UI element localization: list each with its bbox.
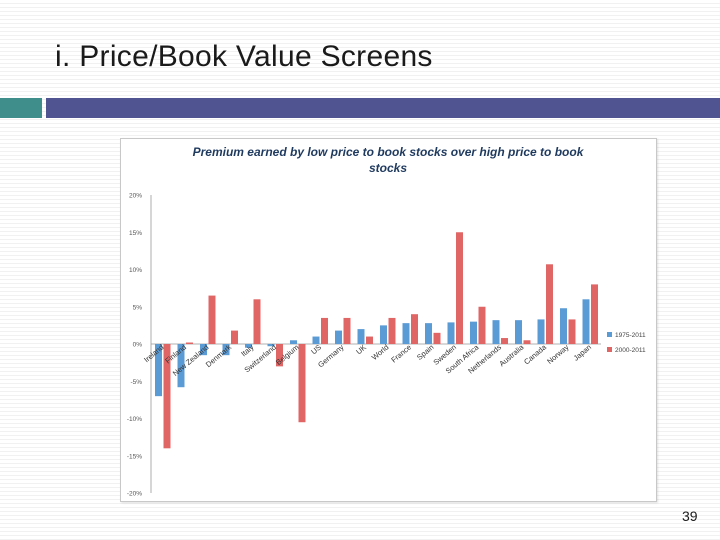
- x-category-label: World: [370, 343, 391, 362]
- y-tick-label: -15%: [127, 453, 142, 460]
- bar-series-2: [276, 344, 283, 367]
- legend-label: 2000-2011: [615, 347, 646, 354]
- bar-series-2: [501, 338, 508, 344]
- y-tick-label: 20%: [129, 193, 142, 200]
- bar-series-2: [231, 330, 238, 344]
- bar-series-1: [177, 344, 185, 388]
- x-category-label: US: [309, 343, 323, 357]
- legend-swatch: [607, 332, 612, 337]
- bar-series-1: [515, 320, 522, 344]
- bars: [155, 232, 598, 449]
- chart-frame: Premium earned by low price to book stoc…: [120, 138, 657, 502]
- accent-bar-navy: [46, 98, 720, 118]
- axes: [150, 195, 601, 493]
- bar-series-2: [591, 284, 598, 344]
- bar-series-1: [447, 322, 455, 344]
- accent-bar-teal: [0, 98, 42, 118]
- x-category-label: Australia: [497, 342, 526, 368]
- bar-series-2: [321, 317, 328, 344]
- bar-series-1: [470, 321, 477, 344]
- bar-series-1: [335, 330, 342, 344]
- bar-series-1: [290, 340, 297, 344]
- bar-series-1: [200, 344, 207, 356]
- bar-series-2: [186, 342, 193, 344]
- chart-title: Premium earned by low price to book stoc…: [193, 145, 585, 175]
- legend: 1975-2011 2000-2011: [607, 332, 646, 354]
- bar-series-2: [163, 344, 171, 449]
- bar-series-1: [492, 320, 500, 344]
- y-tick-label: -10%: [127, 416, 142, 423]
- y-tick-label: 10%: [129, 267, 142, 274]
- bar-series-1: [222, 344, 230, 356]
- bar-series-1: [245, 344, 252, 348]
- bar-series-1: [155, 344, 162, 397]
- bar-series-2: [343, 317, 351, 344]
- bar-series-2: [366, 336, 373, 344]
- bar-series-1: [582, 299, 590, 344]
- legend-label: 1975-2011: [615, 332, 646, 339]
- bar-series-2: [568, 319, 576, 344]
- bar-series-1: [425, 323, 432, 344]
- bar-series-1: [312, 336, 320, 344]
- bar-series-2: [546, 264, 553, 344]
- bar-series-2: [411, 314, 418, 344]
- bar-series-2: [478, 306, 486, 344]
- y-tick-label: 15%: [129, 230, 142, 237]
- x-category-label: Canada: [522, 342, 549, 366]
- y-tick-label: -20%: [127, 491, 142, 498]
- bar-series-1: [560, 308, 567, 344]
- y-axis-ticks: 20% 15% 10% 5% 0% -5% -10% -15% -20%: [127, 193, 142, 498]
- x-category-label: Germany: [316, 342, 346, 369]
- y-tick-label: 5%: [133, 304, 143, 311]
- chart-title-line: Premium earned by low price to book stoc…: [193, 145, 585, 159]
- x-category-label: Japan: [572, 343, 593, 363]
- x-category-label: UK: [354, 343, 368, 357]
- bar-series-1: [380, 325, 387, 344]
- bar-series-2: [523, 340, 531, 344]
- bar-series-2: [456, 232, 463, 344]
- y-tick-label: 0%: [133, 342, 143, 349]
- x-category-label: Norway: [545, 342, 570, 365]
- bar-series-1: [357, 329, 365, 344]
- bar-series-1: [402, 323, 410, 344]
- bar-series-1: [537, 319, 545, 344]
- slide-number: 39: [682, 508, 698, 524]
- bar-series-2: [388, 317, 396, 344]
- bar-series-2: [253, 299, 261, 344]
- chart-title-line: stocks: [369, 161, 407, 175]
- legend-swatch: [607, 347, 612, 352]
- x-category-label: Italy: [239, 342, 256, 358]
- y-tick-label: -5%: [130, 379, 142, 386]
- bar-series-1: [267, 344, 275, 347]
- bar-series-2: [298, 344, 306, 423]
- slide-title: i. Price/Book Value Screens: [55, 40, 433, 73]
- x-category-label: Ireland: [142, 343, 165, 365]
- x-category-label: Denmark: [204, 342, 233, 369]
- bar-series-2: [433, 332, 441, 344]
- bar-chart: Premium earned by low price to book stoc…: [127, 145, 646, 498]
- x-category-label: France: [389, 343, 413, 365]
- bar-series-2: [208, 295, 216, 344]
